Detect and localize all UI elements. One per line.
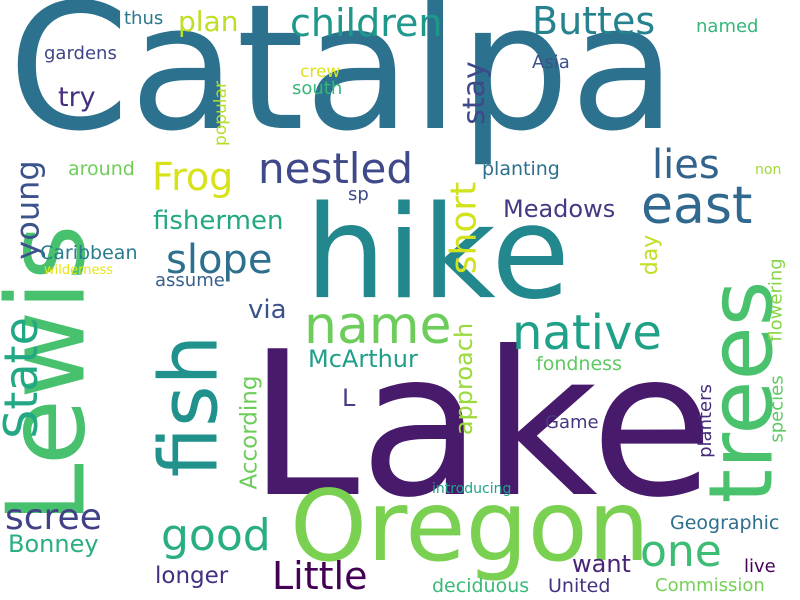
word-east: east [641,176,753,236]
word-scree: scree [5,497,102,538]
word-commission: Commission [655,575,765,596]
word-slope: slope [166,237,273,283]
word-l: L [342,384,356,412]
word-live: live [744,556,776,577]
word-south: south [292,78,343,99]
word-approach: approach [450,322,479,436]
word-planting: planting [482,158,560,180]
word-introducing: introducing [432,481,512,497]
word-one: one [640,526,722,577]
word-species: species [766,375,788,443]
word-native: native [512,305,662,361]
word-day: day [638,234,664,276]
word-frog: Frog [152,155,234,199]
word-flowering: flowering [765,258,787,342]
word-thus: thus [124,8,164,29]
word-planters: planters [694,384,716,458]
word-hike: hike [305,179,570,328]
word-short: short [443,181,485,275]
word-fish: fish [142,334,236,478]
word-fishermen: fishermen [153,206,284,236]
word-united: United [548,575,611,597]
word-around: around [68,158,135,180]
word-geographic: Geographic [670,512,780,534]
word-catalpa: Catalpa [8,0,677,170]
word-young: young [8,160,47,260]
word-stay: stay [456,61,492,125]
word-via: via [248,295,287,325]
word-little: Little [272,554,368,598]
word-sp: sp [348,184,369,205]
word-want: want [572,550,631,578]
word-mcarthur: McArthur [308,345,418,373]
word-name: name [304,296,452,356]
word-longer: longer [155,563,229,589]
word-popular: popular [210,81,231,146]
word-wilderness: wilderness [44,263,114,278]
word-good: good [161,510,271,561]
word-named: named [696,16,759,37]
word-state: State [0,317,48,439]
word-caribbean: Caribbean [40,242,138,264]
word-bonney: Bonney [8,530,99,558]
word-fondness: fondness [536,353,622,375]
word-according: According [236,375,263,490]
word-try: try [58,82,96,113]
word-plan: plan [178,5,239,38]
word-non: non [755,162,782,178]
word-assume: assume [155,270,225,291]
word-oregon: Oregon [290,470,650,584]
word-meadows: Meadows [503,195,616,223]
word-lies: lies [652,142,720,188]
word-game: Game [545,412,599,433]
word-children: children [290,1,443,45]
word-nestled: nestled [258,144,413,193]
word-buttes: Buttes [532,0,656,43]
word-gardens: gardens [44,43,117,64]
word-asia: Asia [532,52,570,73]
word-deciduous: deciduous [432,575,530,597]
word-lake: Lake [248,309,714,542]
word-crew: crew [300,62,341,82]
